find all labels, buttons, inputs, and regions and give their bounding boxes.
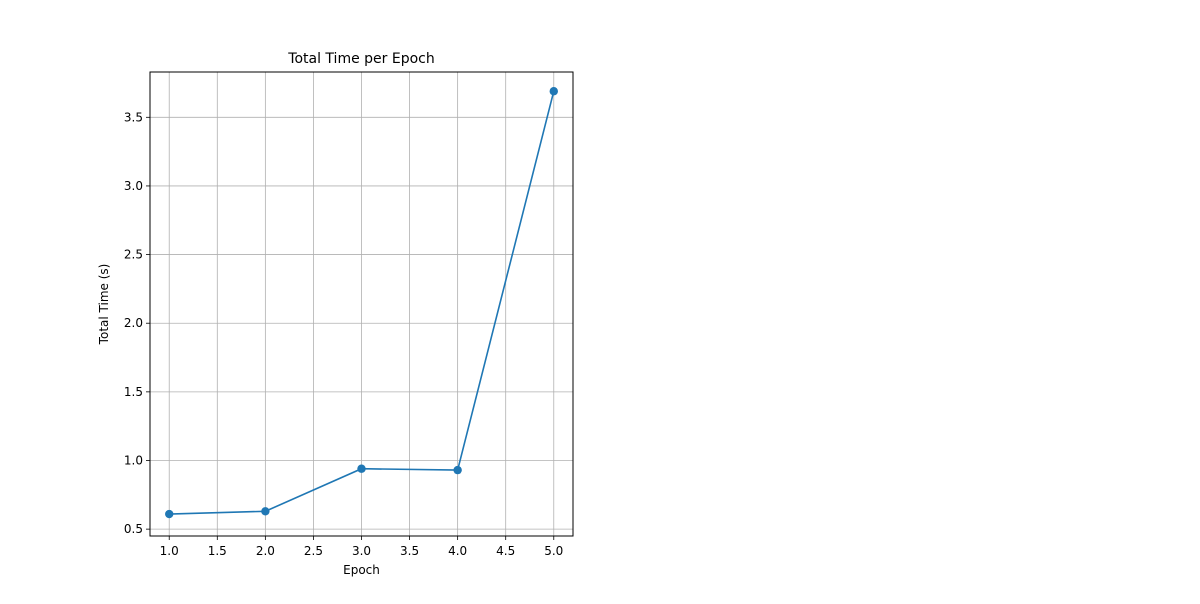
x-axis-label: Epoch xyxy=(343,563,380,577)
x-tick-label: 5.0 xyxy=(544,544,563,558)
y-tick-label: 2.0 xyxy=(124,316,143,330)
x-tick-label: 2.5 xyxy=(304,544,323,558)
y-tick-label: 1.5 xyxy=(124,385,143,399)
x-tick-label: 3.0 xyxy=(352,544,371,558)
x-tick-label: 4.5 xyxy=(496,544,515,558)
data-point xyxy=(549,87,558,96)
data-point xyxy=(261,507,270,516)
series-layer xyxy=(165,87,558,519)
grid xyxy=(150,72,573,536)
y-tick-label: 0.5 xyxy=(124,522,143,536)
x-tick-label: 3.5 xyxy=(400,544,419,558)
data-point xyxy=(453,465,462,475)
x-tick-label: 1.5 xyxy=(208,544,227,558)
y-tick-label: 2.5 xyxy=(124,248,143,262)
data-point xyxy=(165,509,174,519)
data-point xyxy=(357,464,366,473)
x-tick-label: 1.0 xyxy=(160,544,179,558)
y-tick-label: 1.0 xyxy=(124,453,143,467)
y-tick-label: 3.5 xyxy=(124,110,143,124)
chart-title: Total Time per Epoch xyxy=(287,51,434,67)
y-tick-label: 3.0 xyxy=(124,179,143,193)
x-tick-label: 2.0 xyxy=(256,544,275,558)
ticks: 1.0 1.5 2.0 2.5 3.0 3.5 4.0 4.5 5.0 0.5 1.0 1.5 2.0 2… xyxy=(124,110,563,558)
y-axis-label: Total Time (s) xyxy=(97,264,111,346)
x-tick-label: 4.0 xyxy=(448,544,467,558)
